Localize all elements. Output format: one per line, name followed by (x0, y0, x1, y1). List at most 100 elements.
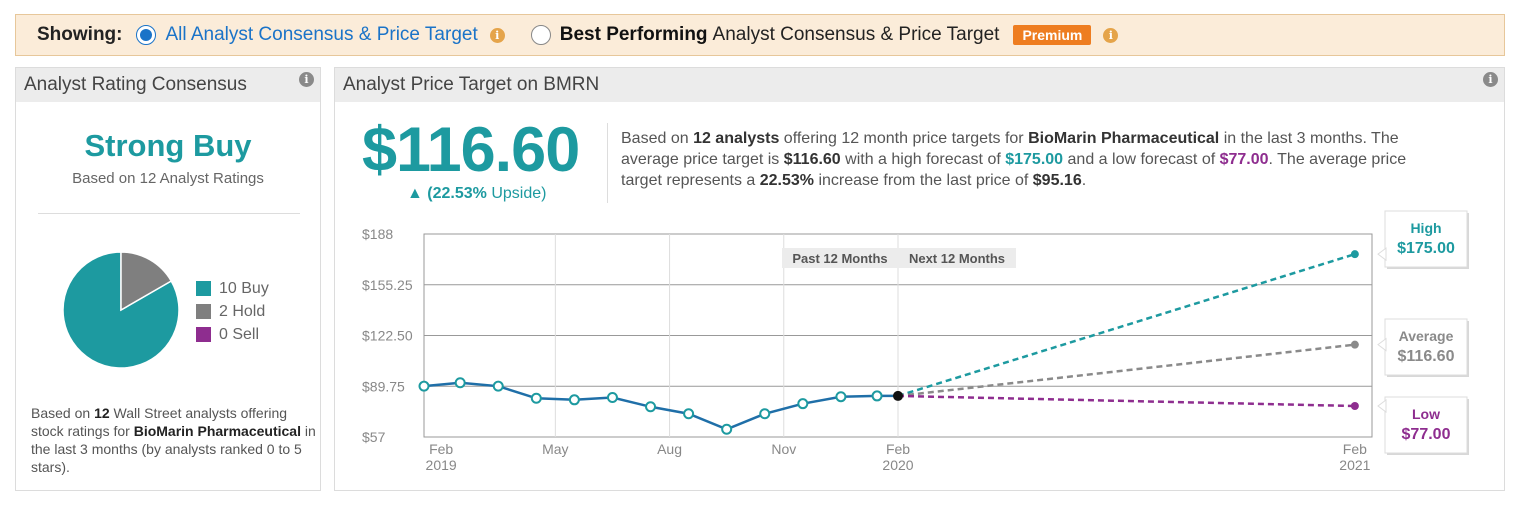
desc-text: . (1081, 172, 1087, 189)
history-point (492, 380, 504, 392)
desc-low: $77.00 (1219, 151, 1269, 168)
history-point (759, 408, 771, 420)
legend-swatch (196, 327, 211, 342)
showing-label: Showing: (37, 24, 123, 45)
last-price-point (893, 390, 903, 401)
consensus-rating: Strong Buy (84, 128, 252, 163)
footnote-text: Based on (31, 405, 95, 421)
x-tick-year: 2019 (426, 457, 457, 473)
callout-box (1384, 210, 1468, 268)
callout-name: Average (1399, 328, 1454, 344)
history-point (871, 390, 883, 402)
callout-pointer (1377, 247, 1387, 262)
callout-value: $175.00 (1397, 240, 1455, 257)
forecast-line-average (897, 343, 1356, 398)
x-tick-label: Feb (886, 441, 910, 457)
legend-label: 10 Buy (219, 279, 269, 297)
history-point (645, 401, 657, 413)
x-tick-year: 2021 (1339, 457, 1370, 473)
history-point (683, 408, 695, 420)
info-icon[interactable]: i (489, 27, 505, 43)
desc-company: BioMarin Pharmaceutical (1028, 130, 1220, 147)
upside-percent: (22.53% (427, 185, 487, 202)
ratings-legend: 10 Buy 2 Hold 0 Sell (196, 277, 269, 346)
history-point (606, 391, 618, 403)
callout-value: $116.60 (1398, 348, 1455, 365)
price-target-description: Based on 12 analysts offering 12 month p… (621, 128, 1411, 191)
callout-box (1384, 318, 1468, 376)
callout-name: High (1410, 220, 1441, 236)
desc-text: with a high forecast of (840, 151, 1006, 168)
y-tick-label: $89.75 (362, 378, 405, 394)
premium-badge: Premium (1013, 25, 1092, 45)
panel-header: Analyst Price Target on BMRN i (335, 68, 1504, 102)
price-target-panel: Analyst Price Target on BMRN i $116.60 ▲… (334, 67, 1505, 491)
footnote-company: BioMarin Pharmaceutical (133, 423, 301, 439)
average-price-target: $116.60 (362, 115, 580, 185)
x-tick-label: Aug (657, 441, 682, 457)
info-icon[interactable]: i (299, 72, 314, 87)
forecast-line-high (897, 252, 1356, 398)
past-12-months-bg (782, 248, 898, 268)
target-callout-high: High $175.00 (1377, 210, 1469, 269)
best-performing-option-bold[interactable]: Best Performing (559, 24, 708, 45)
info-icon[interactable]: i (1483, 72, 1498, 87)
legend-swatch (196, 304, 211, 319)
history-point (797, 398, 809, 410)
desc-text: and a low forecast of (1063, 151, 1220, 168)
y-tick-label: $188 (362, 226, 393, 242)
desc-percent: 22.53% (759, 172, 815, 189)
x-tick-label: Feb (1343, 441, 1367, 457)
legend-label: 0 Sell (219, 325, 260, 343)
forecast-point-high (1350, 250, 1359, 259)
panel-title: Analyst Rating Consensus (24, 74, 247, 95)
desc-text: Based on (621, 130, 694, 147)
desc-text: . The average price target represents a (621, 151, 1407, 189)
legend-item-hold: 2 Hold (196, 300, 269, 323)
desc-text: offering 12 month price targets for (779, 130, 1029, 147)
rating-footnote: Based on 12 Wall Street analysts offerin… (31, 404, 316, 476)
up-arrow-icon: ▲ (407, 185, 423, 202)
history-line (423, 381, 898, 431)
best-performing-radio[interactable] (530, 25, 551, 45)
callout-box (1384, 396, 1468, 454)
footnote-text: in the last 3 months (by analysts ranked… (31, 423, 316, 475)
x-tick-label: Feb (429, 441, 453, 457)
history-point (568, 394, 580, 406)
x-tick-label: Nov (771, 441, 796, 457)
showing-bar: Showing: All Analyst Consensus & Price T… (15, 14, 1505, 56)
legend-swatch (196, 281, 211, 296)
target-callout-average: Average $116.60 (1377, 318, 1469, 377)
upside-word: Upside) (491, 185, 547, 202)
x-tick-label: May (542, 441, 568, 457)
best-performing-option-label[interactable]: Analyst Consensus & Price Target (712, 24, 1000, 45)
x-tick-year: 2020 (882, 457, 913, 473)
footnote-count: 12 (94, 405, 110, 421)
forecast-point-average (1350, 340, 1359, 349)
all-analysts-option-label[interactable]: All Analyst Consensus & Price Target (165, 24, 478, 45)
divider (38, 213, 300, 214)
desc-average: $116.60 (783, 151, 841, 168)
desc-text: increase from the last price of (814, 172, 1033, 189)
next-12-months-label: Next 12 Months (909, 251, 1005, 266)
next-12-months-bg (898, 248, 1016, 268)
forecast-line-low (897, 394, 1355, 408)
panel-title: Analyst Price Target on BMRN (343, 74, 600, 95)
footnote-text: Wall Street analysts offering stock rati… (31, 405, 288, 439)
desc-last-price: $95.16 (1032, 172, 1082, 189)
y-tick-label: $57 (362, 429, 386, 445)
target-callout-low: Low $77.00 (1377, 396, 1469, 455)
legend-item-sell: 0 Sell (196, 323, 269, 346)
pie-slice-hold (120, 251, 173, 312)
legend-label: 2 Hold (219, 302, 266, 320)
forecast-point-low (1350, 402, 1359, 411)
all-analysts-radio[interactable] (136, 25, 157, 45)
upside-indicator: ▲ (22.53% Upside) (407, 185, 546, 203)
past-12-months-label: Past 12 Months (792, 251, 887, 266)
callout-value: $77.00 (1402, 426, 1451, 443)
desc-high: $175.00 (1005, 151, 1064, 168)
info-icon[interactable]: i (1103, 27, 1119, 43)
y-tick-label: $122.50 (362, 328, 413, 344)
history-point (530, 392, 542, 404)
